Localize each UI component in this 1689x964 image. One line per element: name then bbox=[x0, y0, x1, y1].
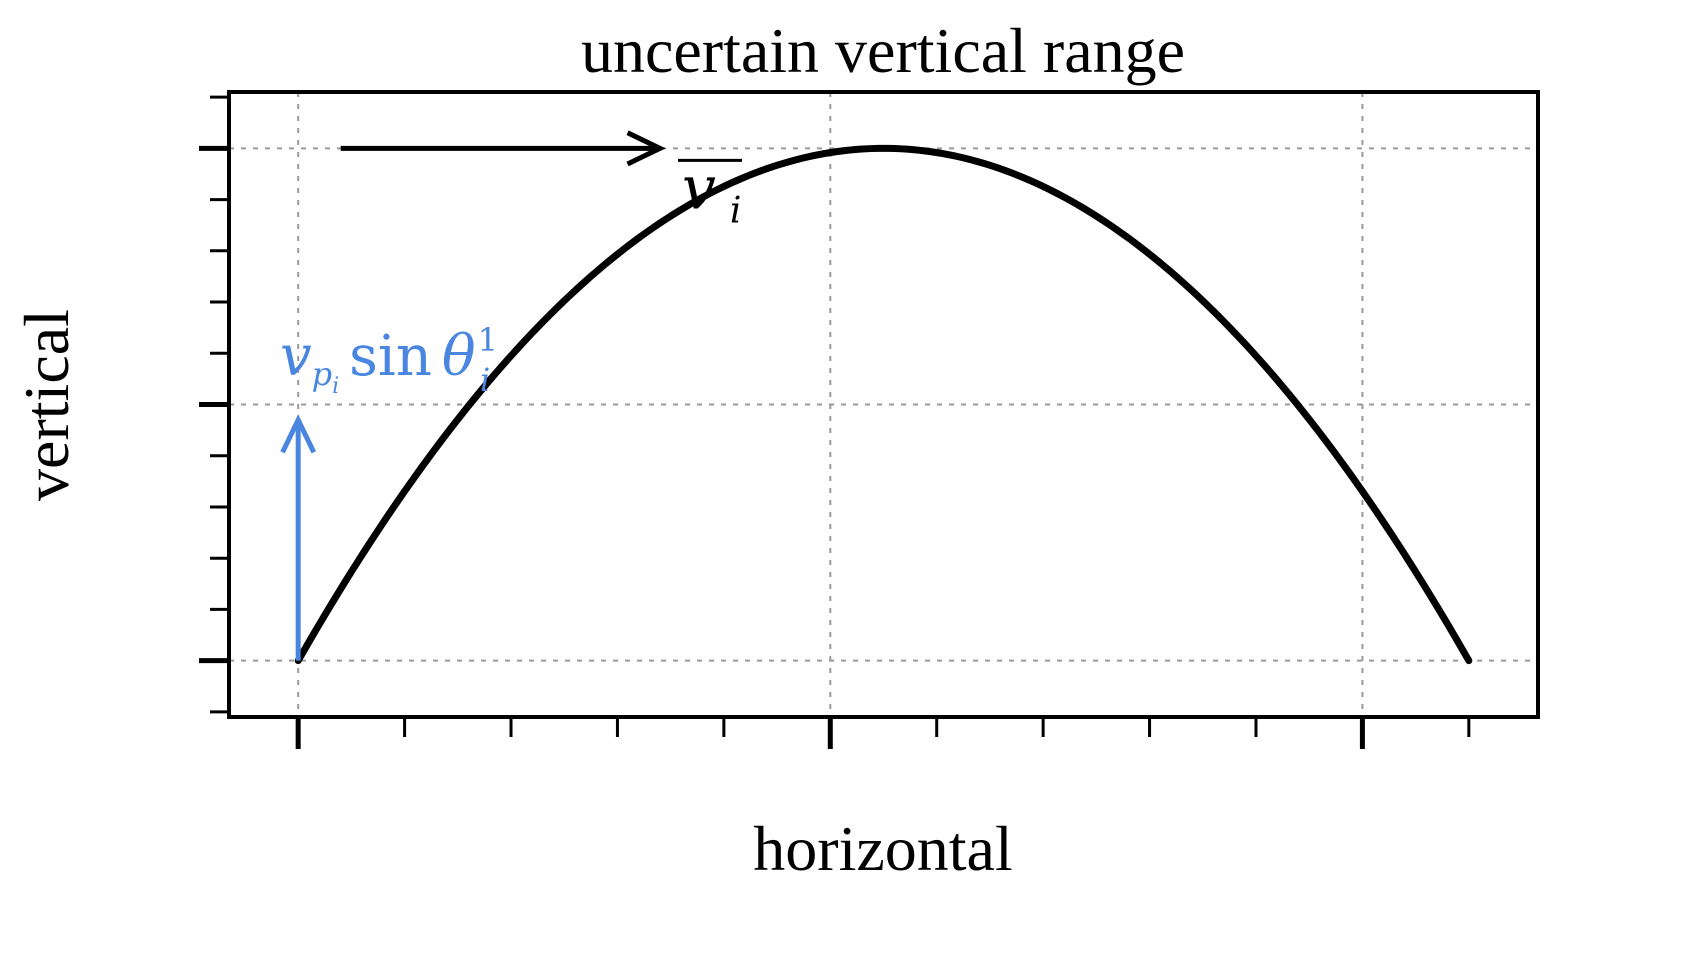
y-axis-label: vertical bbox=[11, 309, 82, 501]
trajectory-curve bbox=[294, 144, 1473, 665]
curve-layer bbox=[294, 144, 1473, 665]
grid-lines bbox=[229, 92, 1538, 717]
x-axis-label: horizontal bbox=[753, 813, 1012, 884]
velocity-vertical-arrow-head bbox=[280, 414, 317, 454]
axis-ticks bbox=[199, 95, 1471, 749]
annotations: v i vpi sin θ1 i bbox=[280, 130, 743, 661]
velocity-horizontal-arrow-head bbox=[626, 130, 666, 167]
chart-title: uncertain vertical range bbox=[581, 15, 1185, 86]
velocity-vertical-label: vpi sin θ1 i bbox=[280, 321, 498, 399]
